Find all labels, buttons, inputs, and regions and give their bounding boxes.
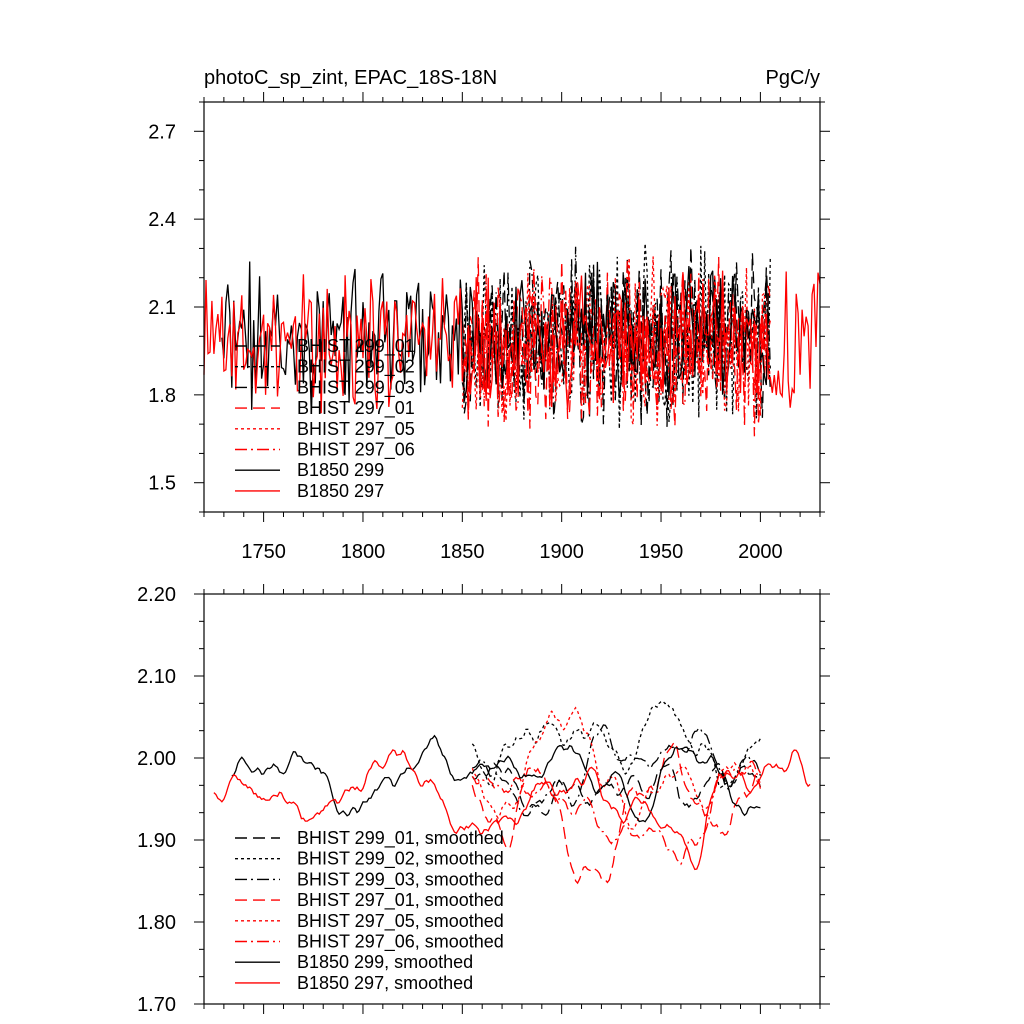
legend-label: BHIST 299_02 — [297, 357, 415, 378]
y-tick-label: 1.8 — [148, 385, 176, 407]
x-tick-label: 1900 — [539, 541, 584, 563]
series-line-bhist-297-05-smoothed — [471, 706, 761, 830]
legend-label: BHIST 299_03, smoothed — [297, 869, 504, 890]
legend-label: BHIST 299_03 — [297, 377, 415, 398]
legend-label: B1850 297, smoothed — [297, 973, 473, 993]
series-line-bhist-299-02 — [461, 243, 771, 429]
bottom-axes: 1.70 1.80 1.90 2.00 2.10 2.20 — [137, 584, 830, 1016]
y-tick-label: 1.90 — [137, 830, 176, 852]
y-tick-label: 2.10 — [137, 666, 176, 688]
y-tick-label: 2.1 — [148, 297, 176, 319]
x-tick-label: 1800 — [341, 541, 386, 563]
series-line-bhist-299-02-smoothed — [471, 700, 761, 789]
x-tick-label: 1750 — [241, 541, 286, 563]
legend-label: BHIST 297_01, smoothed — [297, 890, 504, 911]
bottom-plot-frame — [203, 593, 821, 1005]
y-tick-label: 1.70 — [137, 994, 176, 1016]
legend-label: BHIST 297_06, smoothed — [297, 932, 504, 953]
legend-label: B1850 299, smoothed — [297, 952, 473, 972]
top-panel: photoC_sp_zint, EPAC_18S-18N PgC/y 1750 1… — [148, 67, 830, 563]
series-line-bhist-299-01-smoothed — [471, 762, 762, 816]
legend-label: BHIST 297_05, smoothed — [297, 911, 504, 932]
series-line-b1850-297 — [203, 270, 821, 414]
chart-units: PgC/y — [766, 67, 820, 89]
y-tick-label: 2.7 — [148, 121, 176, 143]
chart-title: photoC_sp_zint, EPAC_18S-18N — [204, 67, 497, 89]
y-tick-label: 2.00 — [137, 748, 176, 770]
x-tick-label: 1950 — [639, 541, 684, 563]
legend-label: BHIST 299_01, smoothed — [297, 828, 504, 849]
series-line-bhist-297-06-smoothed — [471, 760, 762, 866]
x-tick-label: 1850 — [440, 541, 485, 563]
legend-label: BHIST 297_01 — [297, 398, 415, 419]
y-tick-label: 1.5 — [148, 473, 176, 495]
y-tick-label: 2.4 — [148, 209, 176, 231]
bottom-series-group — [213, 700, 811, 885]
legend-label: B1850 299 — [297, 460, 384, 480]
top-axes: 1750 1800 1850 1900 1950 2000 1.5 1.8 2.1 2.4 2.7 — [148, 92, 830, 563]
top-series-group — [203, 243, 821, 437]
series-line-bhist-297-01 — [461, 256, 771, 427]
y-tick-label: 2.20 — [137, 584, 176, 606]
y-tick-label: 1.80 — [137, 912, 176, 934]
legend-label: BHIST 297_06 — [297, 440, 415, 461]
legend-label: BHIST 297_05 — [297, 419, 415, 440]
series-line-b1850-299-smoothed — [231, 734, 761, 823]
legend-label: BHIST 299_02, smoothed — [297, 849, 504, 870]
bottom-panel: 1.70 1.80 1.90 2.00 2.10 2.20 BHIST 299_01, s… — [137, 584, 830, 1016]
x-tick-label: 2000 — [738, 541, 783, 563]
legend-label: B1850 297 — [297, 481, 384, 501]
legend-label: BHIST 299_01 — [297, 336, 415, 357]
series-line-b1850-297-smoothed — [213, 749, 811, 871]
